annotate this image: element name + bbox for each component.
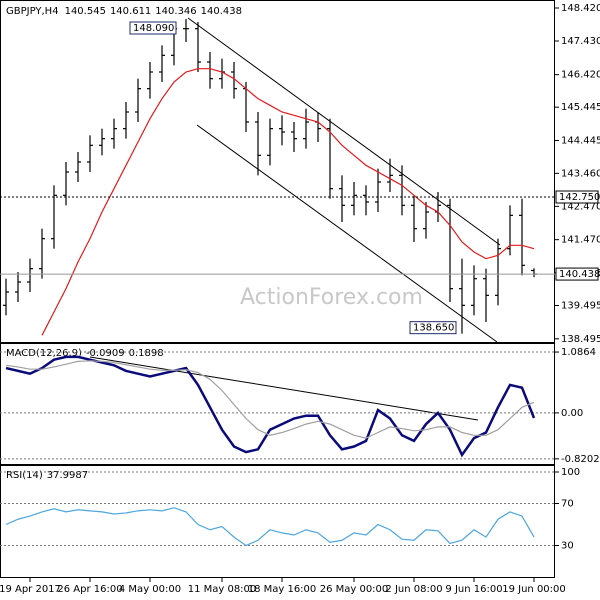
- header-open: 140.545: [65, 6, 106, 17]
- macd-value: -0.0909: [86, 348, 125, 359]
- y-tick-label: 146.420: [561, 70, 600, 81]
- x-tick-label: 26 Apr 16:00: [57, 584, 122, 595]
- series-line: [5, 360, 535, 439]
- level-label-box: [555, 267, 599, 281]
- y-tick-label: 138.495: [561, 334, 600, 345]
- macd-trendline: [89, 356, 479, 421]
- header-high: 140.611: [110, 6, 151, 17]
- x-tick-label: 18 May 16:00: [248, 584, 317, 595]
- y-tick-label: 144.445: [561, 136, 600, 147]
- signal-value: 0.1898: [129, 348, 164, 359]
- y-tick-label: 142.470: [561, 201, 600, 212]
- rsi-title: RSI(14): [6, 470, 43, 481]
- y-tick-label: 70: [561, 498, 574, 509]
- channel-lower: [196, 124, 498, 343]
- x-tick-label: 9 Jun 16:00: [445, 584, 502, 595]
- y-tick-label: 147.430: [561, 36, 600, 47]
- symbol: GBPJPY,H4: [6, 6, 59, 17]
- level-label: 140.438: [559, 269, 600, 280]
- price-callout-box: [409, 321, 457, 335]
- rsi-value: 37.9987: [47, 470, 88, 481]
- rsi-header: RSI(14) 37.9987: [6, 470, 88, 481]
- x-tick-label: 11 May 08:00: [188, 584, 257, 595]
- macd-header: MACD(12,26,9) -0.0909 0.1898: [6, 348, 164, 359]
- y-tick-label: 148.420: [561, 3, 600, 14]
- x-tick-label: 19 Jun 00:00: [502, 584, 566, 595]
- y-tick-label: 141.470: [561, 235, 600, 246]
- series-line: [41, 68, 535, 336]
- level-label-box: [555, 190, 599, 204]
- y-tick-label: 0.00: [561, 408, 583, 419]
- header-close: 140.438: [201, 6, 242, 17]
- watermark: ActionForex.com: [240, 285, 423, 310]
- x-tick-label: 26 May 00:00: [320, 584, 389, 595]
- macd-panel-frame: [0, 343, 555, 465]
- price-panel-frame: [0, 0, 555, 343]
- level-label: 142.750: [559, 192, 600, 203]
- price-header: GBPJPY,H4 140.545 140.611 140.346 140.438: [6, 6, 242, 17]
- price-callout: 138.650: [413, 323, 454, 334]
- x-tick-label: 4 May 00:00: [119, 584, 181, 595]
- header-low: 140.346: [155, 6, 196, 17]
- y-tick-label: 1.0864: [561, 347, 596, 358]
- x-tick-label: 2 Jun 08:00: [385, 584, 442, 595]
- y-tick-label: 145.445: [561, 102, 600, 113]
- series-line: [5, 507, 535, 547]
- x-tick-label: 19 Apr 2017: [0, 584, 61, 595]
- channel-upper: [187, 17, 501, 246]
- y-tick-label: 139.495: [561, 301, 600, 312]
- y-tick-label: 100: [561, 467, 580, 478]
- y-tick-label: -0.8202: [561, 454, 600, 465]
- price-callout-box: [129, 21, 177, 35]
- y-tick-label: 143.460: [561, 168, 600, 179]
- y-tick-label: 30: [561, 540, 574, 551]
- price-callout: 148.090: [133, 23, 174, 34]
- rsi-panel-frame: [0, 465, 555, 578]
- macd-title: MACD(12,26,9): [6, 348, 82, 359]
